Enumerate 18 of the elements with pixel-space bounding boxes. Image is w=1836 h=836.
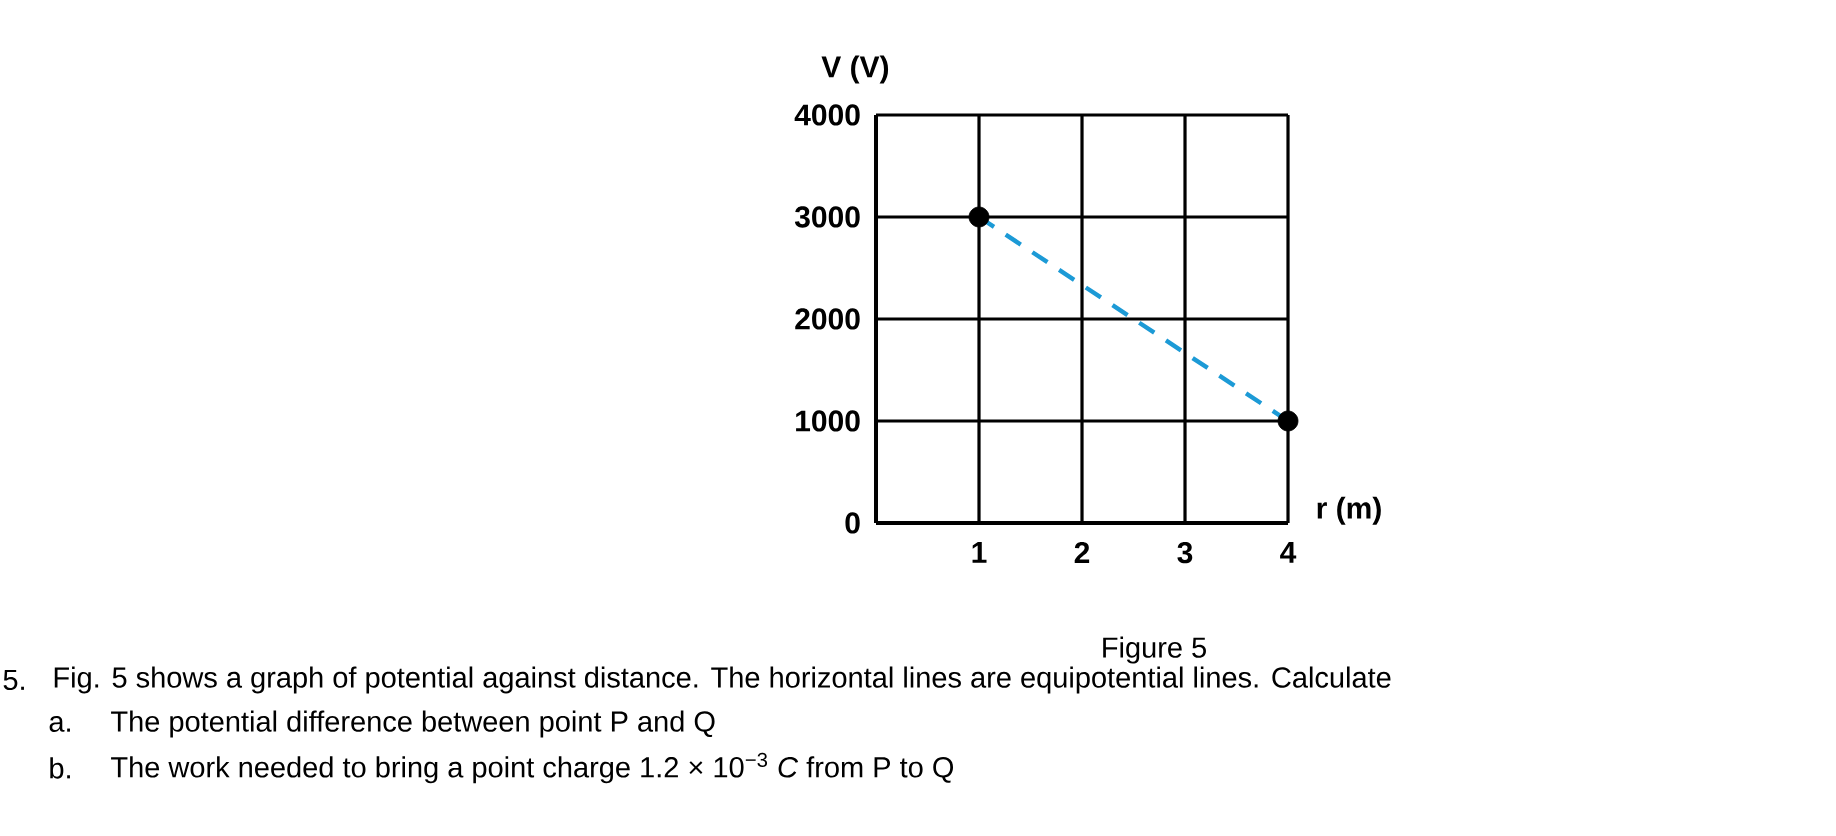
y-tick-label: 2000 [795, 308, 860, 330]
y-axis-title: V (V) [821, 55, 889, 84]
text: 5. [3, 669, 24, 691]
caption: Figure 5 [1103, 636, 1206, 664]
y-tick-label: 1000 [796, 410, 860, 432]
caption: Fig. 5 shows a graph of potential against distance. The horizontal lines are equipotential lines. Calculate [54, 666, 1391, 694]
x-axis-title: r (m) [1317, 496, 1381, 525]
y-tick-label: 4000 [794, 104, 860, 126]
text: a. [49, 716, 70, 732]
text: b. [50, 757, 70, 779]
x-tick-label: 1 [972, 542, 987, 563]
text: The potential difference between point P and Q [111, 710, 715, 738]
x-tick-label: 3 [1177, 542, 1193, 564]
y-tick-label: 3000 [794, 206, 860, 228]
x-tick-label: 2 [1074, 542, 1090, 564]
text: The work needed to bring a point charge 1.2 × 10$^{−3}$ C from P to Q [111, 752, 954, 784]
x-tick-label: 4 [1280, 542, 1297, 563]
y-tick-label: 0 [845, 512, 860, 534]
